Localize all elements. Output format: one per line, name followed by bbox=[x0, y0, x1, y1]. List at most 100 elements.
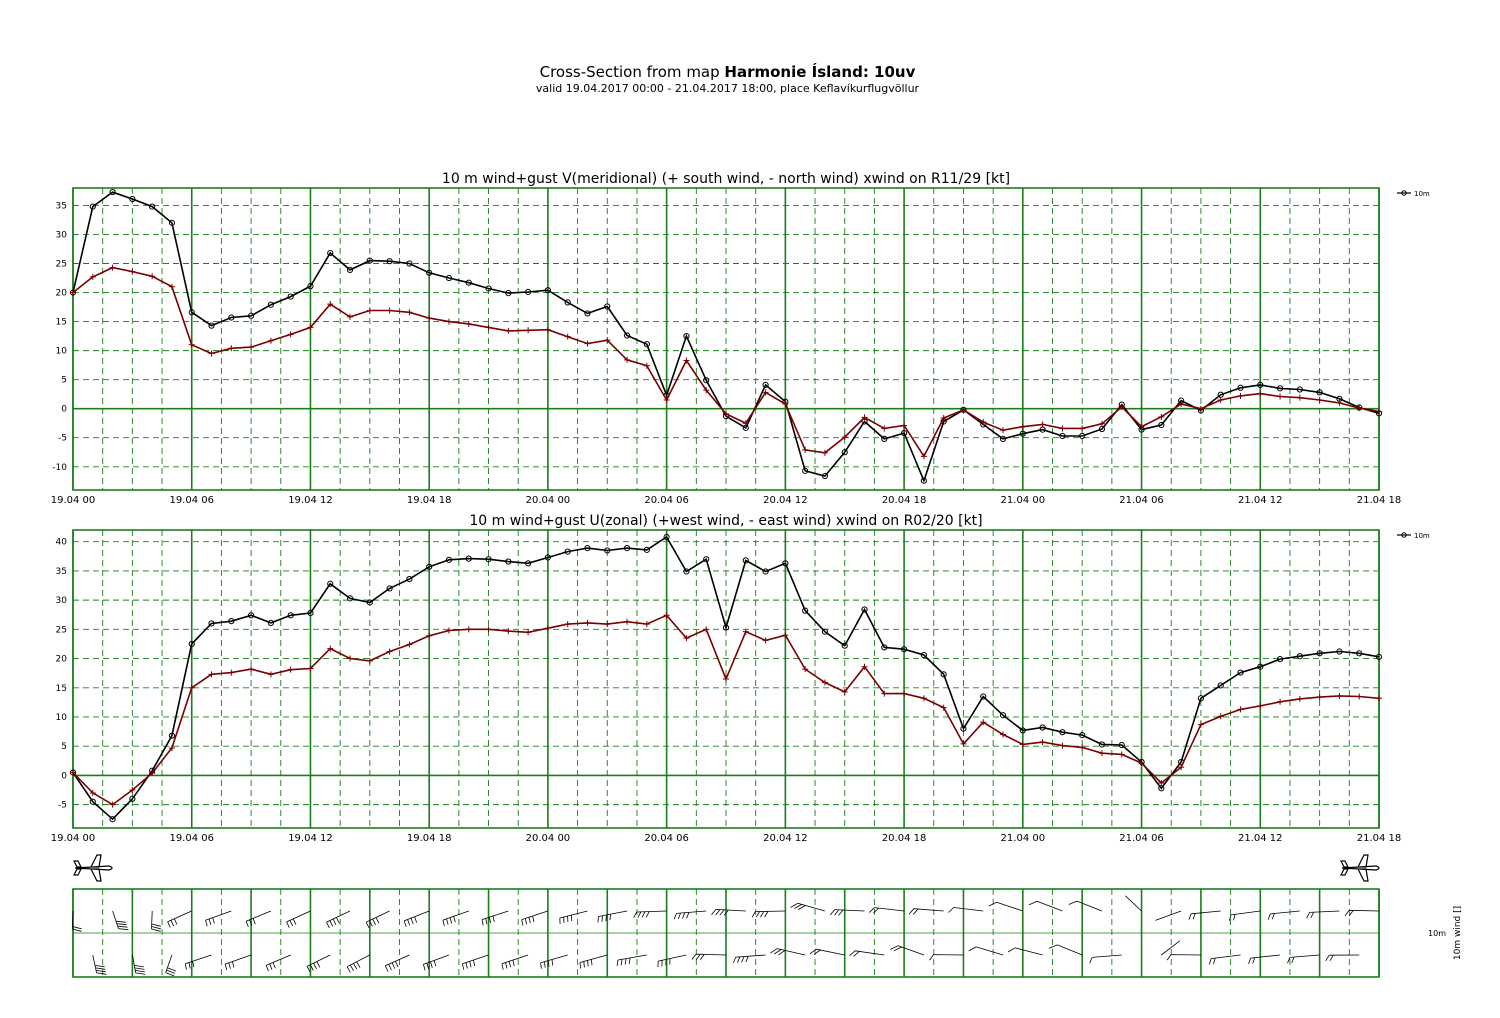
wind-data-point bbox=[900, 429, 908, 437]
gust-data-point bbox=[366, 307, 373, 314]
x-tick-label: 19.04 00 bbox=[51, 833, 96, 844]
y-tick-label: 5 bbox=[61, 376, 67, 386]
wind-barb bbox=[711, 909, 746, 916]
panel-title: 10 m wind+gust U(zonal) (+west wind, - e… bbox=[469, 513, 982, 529]
wind-data-point bbox=[406, 260, 413, 267]
gust-data-point bbox=[70, 289, 76, 296]
x-tick-label: 21.04 00 bbox=[1001, 495, 1046, 506]
wind-data-point bbox=[307, 609, 314, 617]
gust-data-point bbox=[465, 320, 472, 327]
wind-data-point bbox=[485, 556, 492, 563]
wind-data-point bbox=[861, 606, 868, 613]
gust-data-point bbox=[604, 337, 611, 344]
wind-data-point bbox=[208, 620, 215, 627]
gust-data-point bbox=[624, 356, 631, 363]
gust-data-point bbox=[426, 315, 433, 322]
wind-barb bbox=[384, 954, 410, 972]
gust-data-point bbox=[643, 621, 650, 628]
wind-data-point bbox=[1296, 386, 1303, 393]
gust-data-point bbox=[406, 309, 413, 316]
gust-data-point bbox=[604, 621, 611, 628]
wind-barb bbox=[265, 954, 291, 972]
gust-data-point bbox=[960, 740, 967, 747]
wind-data-point bbox=[1375, 653, 1383, 660]
wind-barb bbox=[71, 910, 82, 932]
x-tick-label: 19.04 18 bbox=[407, 833, 452, 844]
wind-data-point bbox=[188, 640, 195, 648]
wind-data-point bbox=[1217, 682, 1224, 689]
gust-data-point bbox=[901, 422, 908, 429]
gust-data-point bbox=[624, 618, 631, 625]
gust-data-point bbox=[861, 663, 868, 670]
wind-data-point bbox=[782, 560, 789, 567]
wind-data-point bbox=[881, 435, 888, 442]
main-title-prefix: Cross-Section from map bbox=[539, 63, 720, 81]
wind-data-point bbox=[168, 219, 176, 226]
wind-data-point bbox=[960, 725, 967, 732]
wind-data-point bbox=[683, 332, 690, 340]
gust-data-point bbox=[802, 666, 809, 673]
gust-data-point bbox=[1039, 421, 1046, 428]
x-tick-label: 20.04 06 bbox=[644, 833, 689, 844]
gust-data-point bbox=[1039, 739, 1046, 746]
wind-barb bbox=[1188, 910, 1221, 920]
y-tick-label: 30 bbox=[56, 230, 68, 240]
gust-data-point bbox=[70, 769, 76, 776]
y-tick-label: 10 bbox=[56, 347, 68, 357]
wind-data-point bbox=[1158, 421, 1165, 429]
wind-data-point bbox=[1197, 695, 1205, 702]
wind-data-point bbox=[1257, 663, 1264, 670]
gust-data-point bbox=[802, 446, 809, 453]
y-tick-label: 10 bbox=[56, 713, 68, 723]
wind-barb bbox=[132, 954, 146, 975]
gust-data-point bbox=[485, 626, 492, 633]
y-tick-label: 30 bbox=[56, 596, 68, 606]
wind-data-point bbox=[445, 274, 453, 282]
wind-barb bbox=[521, 910, 549, 926]
gust-data-point bbox=[1336, 692, 1343, 699]
gust-data-point bbox=[762, 389, 769, 396]
wind-barb bbox=[673, 910, 707, 920]
x-tick-label: 21.04 06 bbox=[1119, 833, 1164, 844]
y-tick-label: 25 bbox=[56, 260, 67, 270]
wind-data-point bbox=[327, 580, 334, 587]
wind-data-point bbox=[505, 558, 512, 565]
wind-barb bbox=[423, 954, 450, 971]
wind-data-point bbox=[999, 435, 1007, 442]
gust-data-point bbox=[228, 345, 235, 352]
x-tick-label: 20.04 06 bbox=[644, 495, 689, 506]
wind-data-point bbox=[564, 299, 571, 306]
gust-data-point bbox=[1079, 744, 1086, 751]
wind-data-point bbox=[802, 607, 809, 614]
wind-barb bbox=[751, 910, 786, 918]
gust-data-point bbox=[960, 406, 967, 413]
gust-data-point bbox=[366, 657, 373, 664]
gust-data-point bbox=[1138, 760, 1145, 767]
barb-axis-label: 10m wind [] bbox=[1453, 906, 1463, 960]
gust-data-point bbox=[1257, 702, 1264, 709]
gust-data-point bbox=[782, 632, 789, 639]
gust-data-point bbox=[940, 414, 947, 421]
legend-marker bbox=[1401, 532, 1407, 538]
gust-data-point bbox=[1000, 427, 1007, 434]
gust-data-point bbox=[1197, 405, 1204, 412]
gust-data-point bbox=[1059, 742, 1066, 749]
y-tick-label: 20 bbox=[56, 655, 68, 665]
gust-data-point bbox=[287, 666, 294, 673]
wind-data-point bbox=[208, 322, 215, 329]
wind-data-point bbox=[525, 560, 532, 567]
wind-data-point bbox=[426, 269, 433, 276]
wind-barb bbox=[306, 954, 331, 973]
gust-data-point bbox=[881, 690, 888, 697]
wind-barb bbox=[633, 910, 667, 918]
y-tick-label: 15 bbox=[56, 684, 67, 694]
x-tick-label: 21.04 18 bbox=[1357, 833, 1402, 844]
gust-data-point bbox=[1178, 401, 1185, 408]
gust-data-point bbox=[327, 645, 334, 652]
gust-data-point bbox=[1000, 731, 1007, 738]
x-tick-label: 20.04 12 bbox=[763, 833, 808, 844]
x-tick-label: 20.04 12 bbox=[763, 495, 808, 506]
wind-barb bbox=[540, 954, 568, 969]
gust-data-point bbox=[1118, 751, 1125, 758]
